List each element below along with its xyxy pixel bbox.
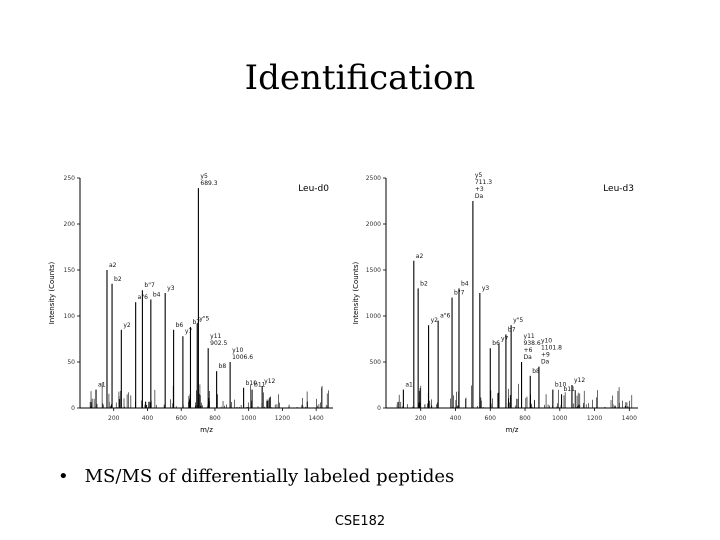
peak-label: b4: [153, 291, 161, 298]
slide-title: Identification: [244, 58, 476, 98]
y-tick-label: 2000: [366, 221, 381, 228]
y-tick-label: 2500: [366, 175, 381, 182]
bullet-text: MS/MS of differentially labeled peptides: [84, 466, 455, 487]
y-tick-label: 250: [64, 175, 76, 182]
peak-label: b6: [492, 340, 500, 347]
x-axis-label: m/z: [200, 426, 213, 434]
peak-label: y"5: [199, 315, 209, 322]
peak-label: y5: [200, 173, 208, 180]
peak-label: b10: [246, 380, 258, 387]
peak-label: 1006.6: [232, 354, 253, 361]
peak-label: b7: [192, 319, 200, 326]
peak-label: +6: [524, 347, 533, 354]
slide-footer: CSE182: [334, 514, 386, 529]
x-tick-label: 800: [209, 415, 221, 422]
peak-label: y3: [482, 285, 490, 292]
peak-label: y"5: [513, 317, 523, 324]
peak-label: +3: [475, 186, 484, 193]
x-tick-label: 600: [485, 415, 497, 422]
y-tick-label: 50: [67, 359, 75, 366]
peak-label: Da: [541, 359, 550, 366]
peak-label: a2: [416, 253, 424, 260]
panel-label: Leu-d3: [603, 184, 634, 194]
bullet-dot-icon: •: [58, 466, 69, 487]
peak-label: b11: [564, 386, 576, 393]
y-axis-label: Intensity (Counts): [352, 261, 360, 324]
peak-label: y12: [264, 378, 275, 385]
peak-label: a2: [109, 262, 117, 269]
x-tick-label: 1000: [241, 415, 256, 422]
peak-label: y10: [541, 338, 552, 345]
y-tick-label: 0: [71, 405, 75, 412]
y-axis-label: Intensity (Counts): [48, 261, 56, 324]
peak-label: b8: [219, 363, 227, 370]
peak-label: 711.3: [475, 179, 492, 186]
peak-label: b2: [420, 280, 428, 287]
peak-label: Da: [524, 354, 533, 361]
y-tick-label: 150: [64, 267, 76, 274]
peak-label: a1: [98, 382, 106, 389]
y-tick-label: 500: [370, 359, 382, 366]
x-tick-label: 400: [142, 415, 154, 422]
y-tick-label: 0: [377, 405, 381, 412]
peak-label: y7: [185, 328, 193, 335]
x-tick-label: 1000: [552, 415, 567, 422]
x-tick-label: 400: [450, 415, 462, 422]
peak-label: y5: [475, 172, 483, 179]
peak-label: y11: [524, 333, 535, 340]
peak-label: y3: [167, 285, 175, 292]
x-tick-label: 1400: [308, 415, 323, 422]
peak-label: b11: [254, 382, 266, 389]
y-tick-label: 1000: [366, 313, 381, 320]
peak-label: y2: [123, 322, 131, 329]
x-tick-label: 1200: [587, 415, 602, 422]
y-tick-label: 100: [64, 313, 76, 320]
peak-label: 902.5: [210, 340, 227, 347]
x-tick-label: 1400: [622, 415, 637, 422]
peak-label: a"6: [440, 313, 450, 320]
peak-label: b6: [176, 322, 184, 329]
peak-label: b"7: [144, 282, 155, 289]
peak-label: b2: [114, 276, 122, 283]
peak-label: b4: [461, 280, 469, 287]
peak-label: 938.6: [524, 340, 541, 347]
x-tick-label: 600: [175, 415, 187, 422]
panel-label: Leu-d0: [298, 184, 329, 194]
x-tick-label: 200: [415, 415, 427, 422]
x-tick-label: 800: [519, 415, 531, 422]
peak-label: 689.3: [200, 180, 217, 187]
peak-label: b10: [555, 382, 567, 389]
bullet-item: • MS/MS of differentially labeled peptide…: [58, 466, 454, 487]
y-tick-label: 200: [64, 221, 76, 228]
peak-label: Da: [475, 193, 484, 200]
peak-label: b7: [508, 326, 516, 333]
peak-label: y2: [431, 317, 439, 324]
peak-label: b8: [532, 368, 540, 375]
peak-label: +9: [541, 352, 550, 359]
y-tick-label: 1500: [366, 267, 381, 274]
peak-label: y12: [574, 377, 585, 384]
x-tick-label: 200: [108, 415, 120, 422]
peak-label: a1: [405, 382, 413, 389]
peak-label: y10: [232, 347, 243, 354]
peak-label: 1101.8: [541, 345, 562, 352]
x-axis-label: m/z: [506, 426, 519, 434]
peak-label: y7: [501, 336, 509, 343]
peak-label: y11: [210, 333, 221, 340]
x-tick-label: 1200: [275, 415, 290, 422]
